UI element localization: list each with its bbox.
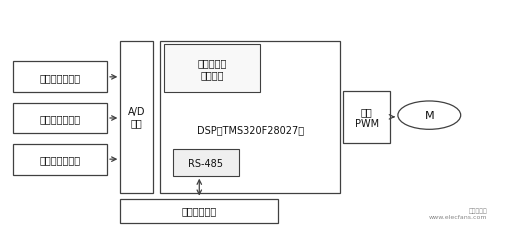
Bar [13,144,107,175]
Bar [13,103,107,134]
Bar [173,150,239,176]
Text: 关节力矩传感器: 关节力矩传感器 [40,114,81,123]
Bar [120,42,153,193]
Text: 主控芯片模块: 主控芯片模块 [182,206,217,216]
Text: 关节位置传感器: 关节位置传感器 [40,73,81,82]
Bar [343,92,390,143]
Text: 触觉传感器
通信接口: 触觉传感器 通信接口 [197,58,227,80]
Text: 电机电流传感器: 电机电流传感器 [40,155,81,164]
Text: 电子发烧友
www.elecfans.com: 电子发烧友 www.elecfans.com [429,208,487,219]
Circle shape [398,101,461,130]
Text: RS-485: RS-485 [188,158,224,168]
Bar [161,42,340,193]
Bar [13,62,107,93]
Text: 电机
PWM: 电机 PWM [355,106,379,128]
Text: M: M [425,111,434,121]
Text: DSP（TMS320F28027）: DSP（TMS320F28027） [197,125,304,134]
Bar [164,45,260,93]
Bar [120,199,278,223]
Text: A/D
转换: A/D 转换 [128,106,145,128]
